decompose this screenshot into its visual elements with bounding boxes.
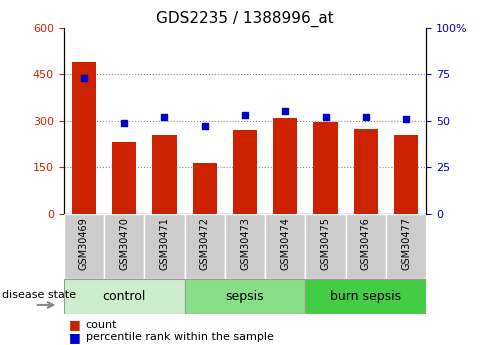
Text: count: count	[86, 320, 117, 330]
Point	[201, 124, 209, 129]
Bar	[354, 128, 378, 214]
Bar	[152, 135, 176, 214]
Text: disease state: disease state	[2, 290, 76, 300]
Bar	[233, 130, 257, 214]
Bar	[305, 214, 346, 279]
Text: GSM30477: GSM30477	[401, 217, 411, 270]
Bar	[386, 214, 426, 279]
Bar	[273, 118, 297, 214]
Text: sepsis: sepsis	[226, 290, 264, 303]
Bar	[305, 279, 426, 314]
Bar	[185, 279, 305, 314]
Point	[321, 114, 329, 120]
Bar	[185, 214, 225, 279]
Bar	[72, 62, 96, 214]
Point	[402, 116, 410, 122]
Bar	[144, 214, 185, 279]
Text: control: control	[102, 290, 146, 303]
Text: GSM30471: GSM30471	[159, 217, 170, 270]
Bar	[314, 122, 338, 214]
Text: GSM30476: GSM30476	[361, 217, 371, 270]
Text: ■: ■	[69, 318, 80, 332]
Point	[281, 109, 289, 114]
Text: GSM30473: GSM30473	[240, 217, 250, 270]
Bar	[193, 162, 217, 214]
Text: GSM30470: GSM30470	[119, 217, 129, 270]
Text: GSM30474: GSM30474	[280, 217, 290, 270]
Bar	[64, 214, 104, 279]
Text: ■: ■	[69, 331, 80, 344]
Point	[80, 75, 88, 81]
Text: percentile rank within the sample: percentile rank within the sample	[86, 333, 273, 342]
Bar	[225, 214, 265, 279]
Bar	[265, 214, 305, 279]
Bar	[346, 214, 386, 279]
Text: GSM30469: GSM30469	[79, 217, 89, 270]
Point	[362, 114, 370, 120]
Point	[161, 114, 169, 120]
Text: GDS2235 / 1388996_at: GDS2235 / 1388996_at	[156, 10, 334, 27]
Point	[241, 112, 249, 118]
Text: GSM30472: GSM30472	[200, 217, 210, 270]
Text: GSM30475: GSM30475	[320, 217, 331, 270]
Bar	[64, 279, 185, 314]
Bar	[104, 214, 144, 279]
Bar	[394, 135, 418, 214]
Point	[120, 120, 128, 125]
Bar	[112, 142, 136, 214]
Text: burn sepsis: burn sepsis	[330, 290, 401, 303]
